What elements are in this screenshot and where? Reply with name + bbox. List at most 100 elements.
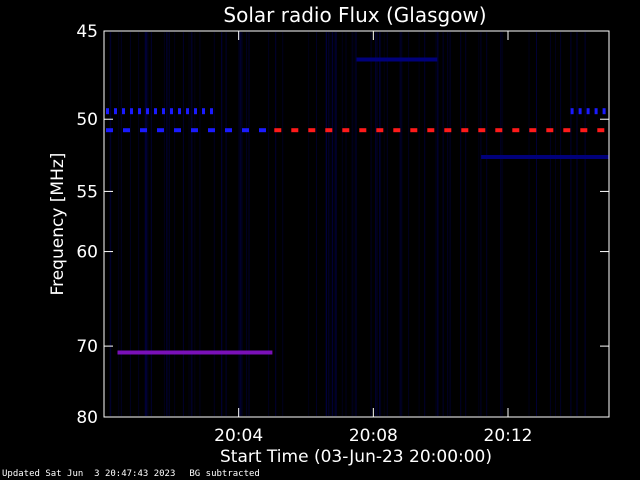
background-streak	[248, 32, 250, 416]
emission-band-segment	[191, 128, 198, 133]
background-streak	[399, 32, 401, 416]
y-tick-label: 60	[76, 243, 98, 263]
background-streak	[118, 32, 120, 416]
background-streak	[225, 32, 227, 416]
emission-band-segment	[274, 128, 282, 133]
background-streak	[138, 32, 140, 416]
emission-band-segment	[130, 108, 133, 115]
background-streak	[401, 32, 403, 416]
y-axis-label: Frequency [MHz]	[48, 153, 68, 296]
emission-band-segment	[570, 108, 574, 115]
background-note: BG subtracted	[189, 469, 260, 479]
background-streak	[351, 32, 353, 416]
y-tick-label: 50	[76, 110, 98, 130]
emission-band-segment	[162, 108, 165, 115]
emission-band-segment	[291, 128, 299, 133]
background-streak	[199, 32, 201, 416]
emission-band-segment	[178, 108, 181, 115]
background-streak	[345, 32, 347, 416]
background-streak	[386, 32, 388, 416]
background-streak	[174, 32, 176, 416]
emission-band-segment	[210, 108, 213, 115]
axis-ticks: 45 50 55 60 70 80 20:04 20:08 20:12	[76, 22, 609, 446]
emission-band-segment	[242, 128, 249, 133]
y-tick-label: 45	[76, 22, 98, 42]
background-streak	[331, 32, 333, 416]
background-streak	[163, 32, 165, 416]
x-tick-label: 20:04	[214, 426, 263, 446]
emission-band-segment	[563, 128, 571, 133]
background-streak	[486, 32, 488, 416]
background-streak	[379, 32, 381, 416]
background-streak	[584, 32, 586, 416]
emission-band-segment	[410, 128, 418, 133]
emission-band-segment	[106, 108, 109, 115]
y-tick-label: 55	[76, 182, 98, 202]
background-streak	[213, 32, 215, 416]
background-streak	[191, 32, 193, 416]
emission-band-segment	[444, 128, 452, 133]
background-streak	[150, 32, 152, 416]
emission-band-segment	[174, 128, 181, 133]
emission-band-segment	[580, 128, 588, 133]
emission-band-segment	[154, 108, 157, 115]
emission-band-segment	[478, 128, 486, 133]
emission-band-segment	[393, 128, 401, 133]
background-streak	[308, 32, 310, 416]
background-streak	[375, 32, 377, 416]
background-streak	[334, 32, 336, 416]
background-streak	[168, 32, 170, 416]
emission-band-segment	[597, 128, 605, 133]
background-streak	[144, 32, 146, 416]
emission-band-segment	[225, 128, 232, 133]
background-streak	[528, 32, 530, 416]
emission-band-segment	[308, 128, 316, 133]
background-streak	[329, 32, 331, 416]
background-streak	[460, 32, 462, 416]
emission-band-segment	[202, 108, 205, 115]
emission-band-segment	[157, 128, 164, 133]
background-streak	[268, 32, 270, 416]
background-streak	[408, 32, 410, 416]
background-streak	[241, 32, 243, 416]
plot-frame	[103, 30, 610, 418]
emission-band-segment	[461, 128, 469, 133]
emission-band-segment	[186, 108, 189, 115]
emission-band-segment	[495, 128, 503, 133]
background-streak	[500, 32, 502, 416]
emission-band	[117, 350, 273, 355]
emission-band-segment	[122, 108, 125, 115]
background-streak	[424, 32, 426, 416]
x-axis-label: Start Time (03-Jun-23 20:00:00)	[220, 447, 492, 467]
chart-title: Solar radio Flux (Glasgow)	[223, 3, 486, 27]
emission-band-segment	[114, 108, 117, 115]
background-streak	[447, 32, 449, 416]
background-streak	[560, 32, 562, 416]
background-streak	[376, 32, 378, 416]
emission-band-segment	[594, 108, 598, 115]
emission-band-segment	[529, 128, 537, 133]
background-streak	[282, 32, 284, 416]
background-streak	[584, 32, 586, 416]
emission-band-segment	[586, 108, 590, 115]
background-streak	[238, 32, 240, 416]
background-streak	[478, 32, 480, 416]
emission-bands	[106, 57, 609, 355]
background-streak	[480, 32, 482, 416]
background-streak	[194, 32, 196, 416]
emission-band	[356, 57, 438, 62]
background-streak	[502, 32, 504, 416]
background-streak	[110, 32, 112, 416]
background-streak	[380, 32, 382, 416]
background-streak	[275, 32, 277, 416]
emission-band-segment	[376, 128, 384, 133]
y-tick-label: 70	[76, 337, 98, 357]
background-streak	[166, 32, 168, 416]
emission-band-segment	[578, 108, 582, 115]
emission-band-segment	[194, 108, 197, 115]
background-streak	[442, 32, 444, 416]
background-streak	[239, 32, 241, 416]
background-streak	[436, 32, 438, 416]
background-streak	[246, 32, 248, 416]
